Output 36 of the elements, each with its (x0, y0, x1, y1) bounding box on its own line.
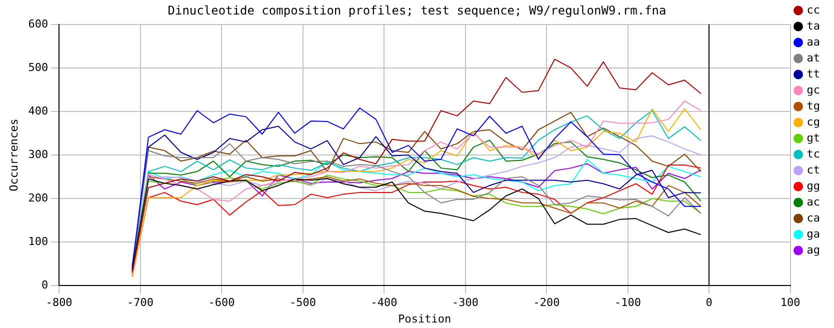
x-tick-label: -600 (208, 296, 235, 310)
legend-label: cg (806, 115, 820, 128)
x-tick-label: 0 (706, 296, 712, 310)
y-tick-label: 400 (28, 104, 48, 118)
y-tick-label: 500 (28, 60, 48, 74)
x-tick-label: -300 (452, 296, 479, 310)
legend-label: ct (806, 163, 820, 176)
x-tick-label: -400 (370, 296, 398, 310)
legend-label: ac (806, 195, 820, 208)
x-tick-label: 100 (780, 296, 800, 310)
y-tick-label: 200 (28, 191, 48, 204)
y-axis-title: Occurrences (7, 118, 20, 192)
x-tick-label: -800 (46, 296, 72, 310)
legend-label: gt (806, 131, 820, 144)
legend-label: ag (806, 243, 820, 256)
x-tick-label: -200 (533, 296, 560, 310)
legend-label: gg (806, 179, 820, 192)
legend-label: gc (806, 83, 820, 96)
legend-label: cc (806, 3, 820, 16)
x-tick-label: -500 (290, 296, 316, 310)
legend-label: ta (806, 19, 820, 32)
legend-label: tg (806, 99, 820, 112)
y-tick-label: 100 (28, 234, 48, 248)
x-axis-title: Position (398, 312, 452, 326)
chart-title: Dinucleotide composition profiles; test sequence; W9/regulonW9.rm.fna (168, 3, 666, 18)
x-tick-label: -100 (614, 296, 642, 310)
legend-label: tc (806, 147, 820, 160)
legend-label: ca (806, 211, 820, 224)
y-tick-label: 0 (41, 278, 48, 292)
legend-label: at (806, 51, 820, 64)
x-tick-label: -700 (127, 296, 154, 310)
legend-label: aa (806, 35, 820, 48)
legend-label: tt (806, 67, 820, 80)
y-tick-label: 600 (28, 17, 48, 30)
legend-label: ga (806, 227, 820, 240)
y-tick-label: 300 (28, 148, 48, 161)
